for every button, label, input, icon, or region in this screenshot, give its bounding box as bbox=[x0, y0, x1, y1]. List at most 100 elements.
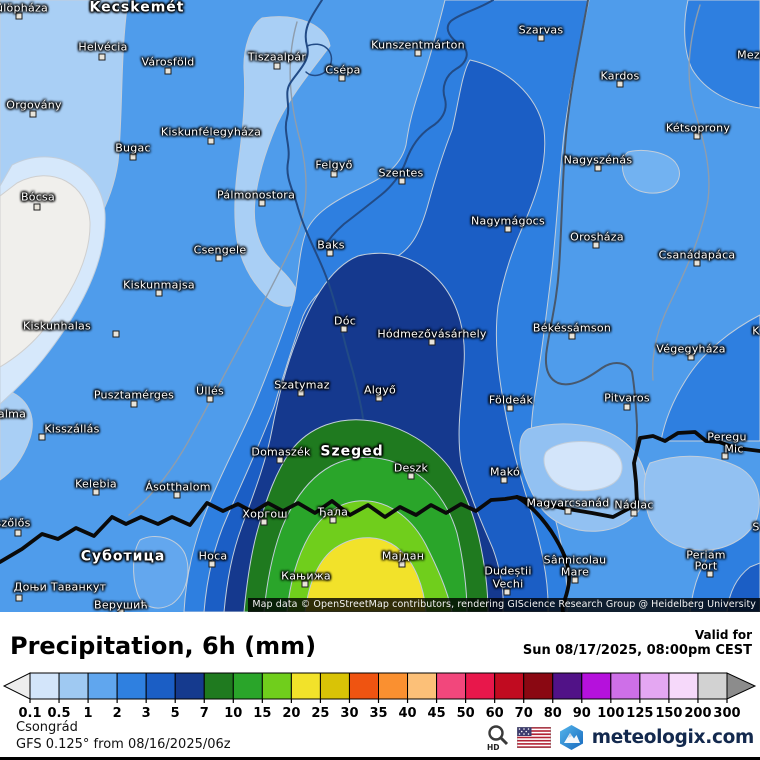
scale-value: 300 bbox=[713, 706, 740, 721]
town-marker bbox=[164, 67, 172, 75]
town-marker bbox=[92, 488, 100, 496]
scale-value: 35 bbox=[369, 706, 387, 721]
scale-value: 0.5 bbox=[48, 706, 71, 721]
scale-block bbox=[290, 672, 321, 700]
town-marker bbox=[503, 588, 511, 596]
model-run: GFS 0.125° from 08/16/2025/06z bbox=[16, 737, 231, 752]
town-marker bbox=[297, 389, 305, 397]
town-marker bbox=[15, 12, 23, 20]
map-shape bbox=[660, 314, 760, 442]
scale-value: 40 bbox=[398, 706, 416, 721]
town-marker bbox=[340, 325, 348, 333]
us-flag-icon[interactable] bbox=[516, 727, 551, 748]
town-label: Мајдан bbox=[381, 549, 425, 563]
town-label: Mező bbox=[737, 48, 760, 62]
town-label: Кањижа bbox=[281, 569, 331, 583]
town-label: Nagymágocs bbox=[471, 214, 545, 228]
town-marker bbox=[594, 164, 602, 172]
precipitation-map[interactable]: ülöpháza Kecskemét Helvécia Városföld Tiszaa… bbox=[0, 0, 760, 612]
town-label: Békéssámson bbox=[532, 321, 612, 335]
town-label: Peregu bbox=[707, 430, 747, 444]
town-label: Végegyháza bbox=[656, 342, 726, 356]
scale-block bbox=[232, 672, 263, 700]
town-marker bbox=[687, 353, 695, 361]
town-label: Hódmezővásárhely bbox=[377, 327, 487, 341]
town-label: Nagyszénás bbox=[563, 153, 633, 167]
town-label: ülöpháza bbox=[0, 1, 48, 15]
scale-block bbox=[465, 672, 496, 700]
town-marker bbox=[338, 74, 346, 82]
town-label: Mare bbox=[560, 565, 590, 579]
town-marker bbox=[721, 452, 729, 460]
scale-block bbox=[87, 672, 118, 700]
town-label: Helvécia bbox=[78, 40, 128, 54]
town-marker bbox=[173, 491, 181, 499]
scale-block bbox=[261, 672, 292, 700]
scale-block bbox=[436, 672, 467, 700]
town-label: Mic bbox=[724, 442, 744, 456]
town-marker bbox=[623, 403, 631, 411]
town-marker bbox=[330, 170, 338, 178]
map-shape bbox=[133, 536, 189, 609]
scale-block bbox=[523, 672, 554, 700]
map-shape bbox=[0, 175, 91, 368]
scale-arrow-left bbox=[2, 672, 31, 700]
map-shape bbox=[643, 455, 760, 551]
town-label: K bbox=[752, 324, 760, 338]
town-marker bbox=[568, 332, 576, 340]
scale-block bbox=[145, 672, 176, 700]
valid-for-block: Valid for Sun 08/17/2025, 08:00pm CEST bbox=[523, 628, 752, 658]
town-label: Szentes bbox=[378, 166, 424, 180]
precipitation-contours bbox=[0, 0, 760, 612]
scale-block bbox=[29, 672, 60, 700]
scale-value: 150 bbox=[655, 706, 682, 721]
map-shape bbox=[515, 430, 760, 519]
town-label: Суботица bbox=[80, 548, 166, 565]
town-label: Kiskunhalas bbox=[23, 319, 91, 333]
town-marker bbox=[130, 400, 138, 408]
scale-value: 60 bbox=[486, 706, 504, 721]
town-label: Dóc bbox=[334, 314, 356, 328]
town-label: Kiskunmajsa bbox=[123, 278, 195, 292]
map-shape bbox=[322, 0, 494, 250]
town-marker bbox=[14, 529, 22, 537]
town-label: Верушић bbox=[94, 598, 148, 612]
scale-value: 20 bbox=[282, 706, 300, 721]
scale-block bbox=[203, 672, 234, 700]
map-shape bbox=[304, 537, 427, 612]
town-label: Makó bbox=[490, 465, 520, 479]
town-label: Szarvas bbox=[518, 23, 564, 37]
town-label: Periam bbox=[686, 548, 726, 562]
town-label: Csengele bbox=[193, 243, 247, 257]
town-marker bbox=[398, 177, 406, 185]
map-shape bbox=[284, 0, 364, 419]
legend-panel: 0.1 0.5 1 2 3 5 7 10 15 20 25 30 35 40 45 50 60 70 80 90 100… bbox=[0, 612, 760, 760]
town-marker bbox=[506, 404, 514, 412]
town-label: S bbox=[752, 520, 760, 534]
map-shape bbox=[543, 441, 623, 492]
map-shape bbox=[684, 0, 760, 109]
meteologix-logo-icon[interactable] bbox=[558, 724, 585, 751]
scale-value: 5 bbox=[171, 706, 180, 721]
town-label: Csanádapáca bbox=[658, 248, 736, 262]
scale-block bbox=[581, 672, 612, 700]
scale-block bbox=[610, 672, 641, 700]
hd-zoom-icon[interactable]: HD bbox=[486, 724, 510, 751]
town-marker bbox=[564, 507, 572, 515]
town-marker bbox=[693, 259, 701, 267]
scale-value: 7 bbox=[200, 706, 209, 721]
scale-value: 0.1 bbox=[18, 706, 41, 721]
brand-text[interactable]: meteologix.com bbox=[591, 727, 755, 748]
town-label: Pusztamérges bbox=[93, 388, 175, 402]
town-label: Orgovány bbox=[6, 98, 62, 112]
scale-arrow-right bbox=[726, 672, 757, 700]
scale-block bbox=[668, 672, 699, 700]
town-label: Városföld bbox=[141, 55, 195, 69]
model-info: Csongrád GFS 0.125° from 08/16/2025/06z bbox=[16, 719, 231, 753]
town-label: Bócsa bbox=[20, 190, 56, 204]
town-marker bbox=[301, 580, 309, 588]
scale-value: 45 bbox=[428, 706, 446, 721]
map-attribution: Map data © OpenStreetMap contributors, r… bbox=[248, 598, 760, 612]
map-shape bbox=[0, 387, 33, 481]
scale-block bbox=[407, 672, 438, 700]
